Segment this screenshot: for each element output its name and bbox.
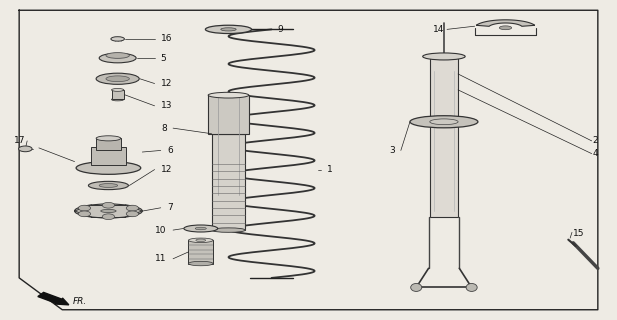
Ellipse shape [410,116,478,128]
Ellipse shape [96,136,121,141]
Ellipse shape [99,184,118,188]
Ellipse shape [101,209,116,212]
Text: 15: 15 [573,229,585,238]
Ellipse shape [102,202,115,208]
Text: FR.: FR. [73,297,87,306]
Ellipse shape [88,181,128,190]
Ellipse shape [499,26,511,30]
Ellipse shape [96,73,139,84]
Ellipse shape [196,239,205,242]
Ellipse shape [430,119,458,124]
Ellipse shape [78,205,91,211]
Ellipse shape [78,211,91,217]
Ellipse shape [112,88,124,91]
Ellipse shape [75,204,143,218]
Text: 10: 10 [155,226,167,235]
Ellipse shape [112,98,124,101]
FancyBboxPatch shape [430,58,458,217]
Ellipse shape [76,162,141,174]
Polygon shape [476,20,535,26]
Text: 11: 11 [155,254,167,263]
Text: 2: 2 [592,136,598,145]
Ellipse shape [106,76,130,82]
Ellipse shape [106,52,130,58]
Text: 3: 3 [389,146,395,155]
FancyBboxPatch shape [112,90,124,100]
Text: 13: 13 [161,101,172,110]
Ellipse shape [212,228,246,232]
FancyBboxPatch shape [212,134,246,230]
Ellipse shape [102,214,115,220]
Ellipse shape [221,28,236,31]
Ellipse shape [423,53,465,60]
FancyBboxPatch shape [91,147,126,165]
Ellipse shape [126,211,139,217]
Text: 17: 17 [14,136,25,145]
FancyBboxPatch shape [188,240,213,264]
Ellipse shape [208,92,249,98]
Ellipse shape [111,37,125,41]
Ellipse shape [19,146,32,152]
Text: 8: 8 [161,124,167,132]
Ellipse shape [188,261,213,266]
Ellipse shape [99,53,136,63]
Ellipse shape [205,25,252,34]
Text: 14: 14 [433,25,444,34]
Text: 6: 6 [167,146,173,155]
Ellipse shape [411,284,422,292]
Text: 9: 9 [278,25,283,34]
Ellipse shape [195,227,206,230]
FancyBboxPatch shape [208,95,249,134]
Text: 5: 5 [161,53,167,62]
Ellipse shape [126,205,139,211]
Text: 7: 7 [167,203,173,212]
Ellipse shape [188,238,213,243]
Text: 4: 4 [592,149,598,158]
Ellipse shape [184,225,218,232]
FancyBboxPatch shape [96,138,121,150]
FancyArrow shape [38,292,69,305]
Text: 12: 12 [161,79,172,88]
Text: 12: 12 [161,165,172,174]
Text: 16: 16 [161,35,172,44]
Text: 1: 1 [327,165,333,174]
Ellipse shape [466,284,477,292]
